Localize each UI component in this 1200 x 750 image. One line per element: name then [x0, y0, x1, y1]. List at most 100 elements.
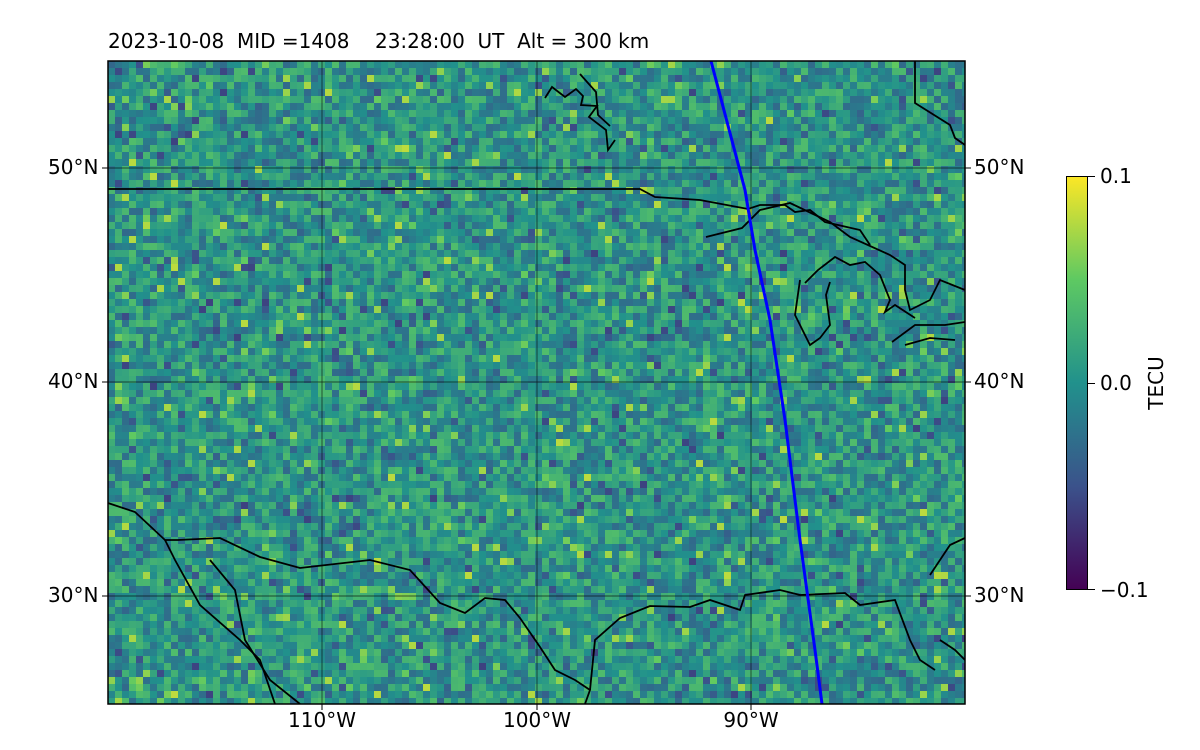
tec-cell	[570, 222, 578, 230]
tec-cell	[801, 173, 809, 181]
tec-cell	[178, 257, 186, 265]
tec-cell	[199, 341, 207, 349]
tec-cell	[542, 292, 550, 300]
tec-cell	[402, 96, 410, 104]
tec-cell	[192, 75, 200, 83]
tec-cell	[486, 271, 494, 279]
tec-cell	[283, 229, 291, 237]
tec-cell	[360, 96, 368, 104]
tec-cell	[647, 180, 655, 188]
tec-cell	[262, 341, 270, 349]
tec-cell	[423, 96, 431, 104]
tec-cell	[136, 117, 144, 125]
tec-cell	[689, 222, 697, 230]
tec-cell	[199, 222, 207, 230]
tec-cell	[801, 320, 809, 328]
tec-cell	[465, 320, 473, 328]
tec-cell	[843, 159, 851, 167]
tec-cell	[178, 250, 186, 258]
tec-cell	[801, 201, 809, 209]
tec-cell	[374, 61, 382, 69]
tec-cell	[850, 299, 858, 307]
tec-cell	[549, 82, 557, 90]
tec-cell	[486, 313, 494, 321]
tec-cell	[717, 187, 725, 195]
tec-cell	[626, 180, 634, 188]
tec-cell	[542, 306, 550, 314]
tec-cell	[409, 96, 417, 104]
tec-cell	[416, 152, 424, 160]
tec-cell	[822, 187, 830, 195]
tec-cell	[192, 110, 200, 118]
tec-cell	[339, 82, 347, 90]
tec-cell	[353, 243, 361, 251]
tec-cell	[948, 68, 956, 76]
tec-cell	[402, 201, 410, 209]
tec-cell	[759, 131, 767, 139]
tec-cell	[731, 306, 739, 314]
tec-cell	[178, 173, 186, 181]
tec-cell	[465, 250, 473, 258]
tec-cell	[962, 103, 965, 111]
tec-cell	[360, 75, 368, 83]
tec-cell	[388, 257, 396, 265]
tec-cell	[192, 180, 200, 188]
tec-cell	[927, 61, 935, 69]
tec-cell	[269, 159, 277, 167]
tec-cell	[143, 166, 151, 174]
tec-cell	[479, 159, 487, 167]
tec-cell	[367, 131, 375, 139]
tec-cell	[892, 131, 900, 139]
tec-cell	[521, 243, 529, 251]
tec-cell	[605, 75, 613, 83]
tec-cell	[451, 271, 459, 279]
tec-cell	[500, 264, 508, 272]
tec-cell	[962, 292, 965, 300]
tec-cell	[290, 285, 298, 293]
tec-cell	[605, 320, 613, 328]
tec-cell	[304, 299, 312, 307]
tec-cell	[213, 96, 221, 104]
tec-cell	[920, 75, 928, 83]
tec-cell	[885, 110, 893, 118]
tec-cell	[843, 201, 851, 209]
tec-cell	[157, 82, 165, 90]
tec-cell	[199, 124, 207, 132]
tec-cell	[472, 201, 480, 209]
tec-cell	[507, 292, 515, 300]
tec-cell	[549, 180, 557, 188]
tec-cell	[227, 152, 235, 160]
tec-cell	[192, 96, 200, 104]
tec-cell	[829, 145, 837, 153]
tec-cell	[241, 82, 249, 90]
tec-cell	[710, 320, 718, 328]
tec-cell	[696, 75, 704, 83]
tec-cell	[108, 124, 116, 132]
tec-cell	[556, 96, 564, 104]
tec-cell	[213, 110, 221, 118]
tec-cell	[682, 180, 690, 188]
tec-cell	[122, 201, 130, 209]
tec-cell	[409, 68, 417, 76]
tec-cell	[549, 61, 557, 69]
tec-cell	[339, 334, 347, 342]
tec-cell	[262, 194, 270, 202]
tec-cell	[297, 292, 305, 300]
tec-cell	[479, 152, 487, 160]
tec-cell	[493, 341, 501, 349]
tec-cell	[640, 320, 648, 328]
tec-cell	[626, 250, 634, 258]
tec-cell	[801, 103, 809, 111]
tec-cell	[332, 264, 340, 272]
tec-cell	[549, 96, 557, 104]
tec-cell	[206, 208, 214, 216]
tec-cell	[437, 222, 445, 230]
tec-cell	[787, 117, 795, 125]
tec-cell	[297, 138, 305, 146]
tec-cell	[528, 110, 536, 118]
tec-cell	[906, 208, 914, 216]
tec-cell	[731, 110, 739, 118]
tec-cell	[647, 173, 655, 181]
tec-cell	[199, 271, 207, 279]
tec-cell	[955, 82, 963, 90]
